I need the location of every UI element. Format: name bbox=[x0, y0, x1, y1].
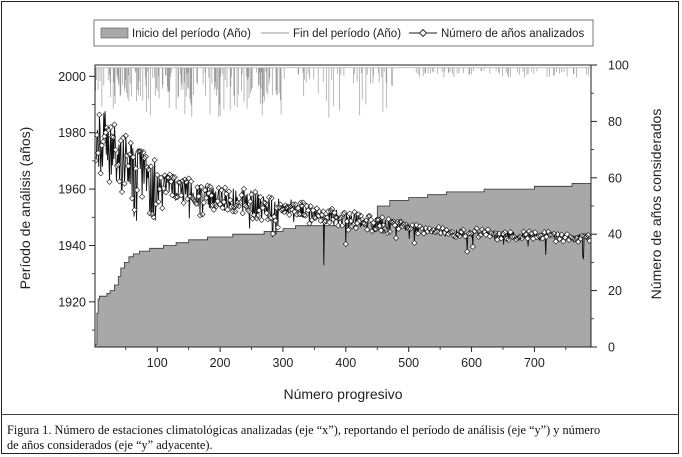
y-left-tick-label: 1980 bbox=[58, 126, 86, 140]
x-tick-label: 500 bbox=[398, 356, 419, 370]
y-right-tick-label: 0 bbox=[608, 341, 615, 355]
x-tick-label: 300 bbox=[273, 356, 294, 370]
figure-separator bbox=[1, 414, 679, 415]
legend-label-inicio: Inicio del período (Año) bbox=[132, 28, 251, 40]
numero-anos-layer bbox=[95, 111, 591, 266]
x-tick-label: 700 bbox=[524, 356, 545, 370]
y-right-tick-label: 40 bbox=[608, 228, 622, 242]
legend-swatch-numero bbox=[409, 28, 437, 38]
y-left-tick-label: 2000 bbox=[58, 70, 86, 84]
figure-caption: Figura 1. Número de estaciones climatoló… bbox=[7, 423, 675, 453]
y-left-axis-title: Período de análisis (años) bbox=[17, 127, 33, 290]
caption-line-2: de años considerados (eje “y” adyacente)… bbox=[7, 438, 213, 452]
x-tick-label: 100 bbox=[147, 356, 168, 370]
legend: Inicio del período (Año) Fin del período… bbox=[93, 19, 594, 47]
series-numero-markers bbox=[95, 111, 591, 255]
legend-label-fin: Fin del período (Año) bbox=[293, 28, 401, 40]
legend-label-numero: Número de años analizados bbox=[441, 28, 584, 40]
y-left-tick-label: 1940 bbox=[58, 239, 86, 253]
y-right-tick-label: 80 bbox=[608, 115, 622, 129]
x-axis-title: Número progresivo bbox=[283, 386, 402, 402]
x-tick-label: 400 bbox=[335, 356, 356, 370]
ticks-layer: 100 200 300 400 500 600 7001920194019601980200… bbox=[58, 59, 629, 371]
y-left-tick-label: 1920 bbox=[58, 295, 86, 309]
y-right-tick-label: 100 bbox=[608, 59, 629, 73]
y-left-tick-label: 1960 bbox=[58, 183, 86, 197]
legend-box bbox=[93, 19, 594, 47]
axis-titles-layer: Número progresivo Período de análisis (a… bbox=[17, 109, 664, 402]
chart: 100 200 300 400 500 600 7001920194019601980200… bbox=[17, 19, 664, 402]
fin-line-layer bbox=[95, 67, 591, 118]
x-tick-label: 200 bbox=[210, 356, 231, 370]
y-right-axis-title: Número de años considerados bbox=[648, 109, 664, 300]
inicio-area-layer bbox=[95, 177, 591, 347]
y-right-tick-label: 20 bbox=[608, 284, 622, 298]
legend-swatch-inicio bbox=[100, 27, 129, 39]
caption-line-1: Figura 1. Número de estaciones climatoló… bbox=[7, 423, 601, 437]
y-right-tick-label: 60 bbox=[608, 171, 622, 185]
x-tick-label: 600 bbox=[461, 356, 482, 370]
series-fin-line bbox=[95, 67, 591, 118]
series-inicio-area bbox=[95, 177, 591, 347]
